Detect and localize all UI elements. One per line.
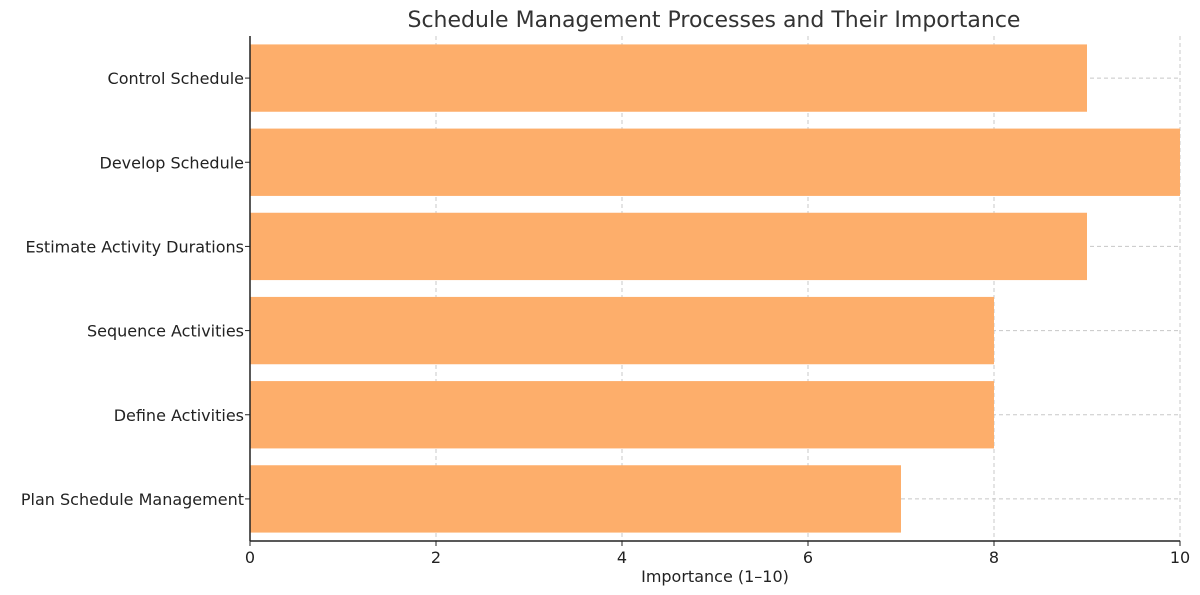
bar-0 bbox=[250, 465, 901, 533]
x-tick-label-0: 0 bbox=[245, 548, 255, 567]
x-axis-ticks: 0 2 4 6 8 10 bbox=[245, 541, 1190, 567]
y-tick-label-1: Define Activities bbox=[114, 406, 244, 425]
y-tick-label-5: Control Schedule bbox=[108, 69, 244, 88]
y-tick-label-2: Sequence Activities bbox=[87, 322, 244, 341]
x-tick-label-2: 4 bbox=[617, 548, 627, 567]
x-tick-label-4: 8 bbox=[989, 548, 999, 567]
x-tick-label-3: 6 bbox=[803, 548, 813, 567]
x-axis-label: Importance (1–10) bbox=[641, 567, 789, 586]
chart-title: Schedule Management Processes and Their … bbox=[408, 8, 1021, 33]
bar-1 bbox=[250, 381, 994, 449]
y-tick-label-4: Develop Schedule bbox=[100, 153, 244, 172]
y-axis-ticks: Plan Schedule Management Define Activitie… bbox=[21, 69, 250, 509]
y-tick-label-0: Plan Schedule Management bbox=[21, 490, 244, 509]
bar-4 bbox=[250, 128, 1180, 196]
bar-2 bbox=[250, 296, 994, 365]
y-tick-label-3: Estimate Activity Durations bbox=[25, 237, 244, 256]
x-tick-label-5: 10 bbox=[1170, 548, 1190, 567]
x-tick-label-1: 2 bbox=[431, 548, 441, 567]
bars bbox=[250, 44, 1180, 533]
bar-3 bbox=[250, 212, 1087, 281]
bar-5 bbox=[250, 44, 1087, 112]
